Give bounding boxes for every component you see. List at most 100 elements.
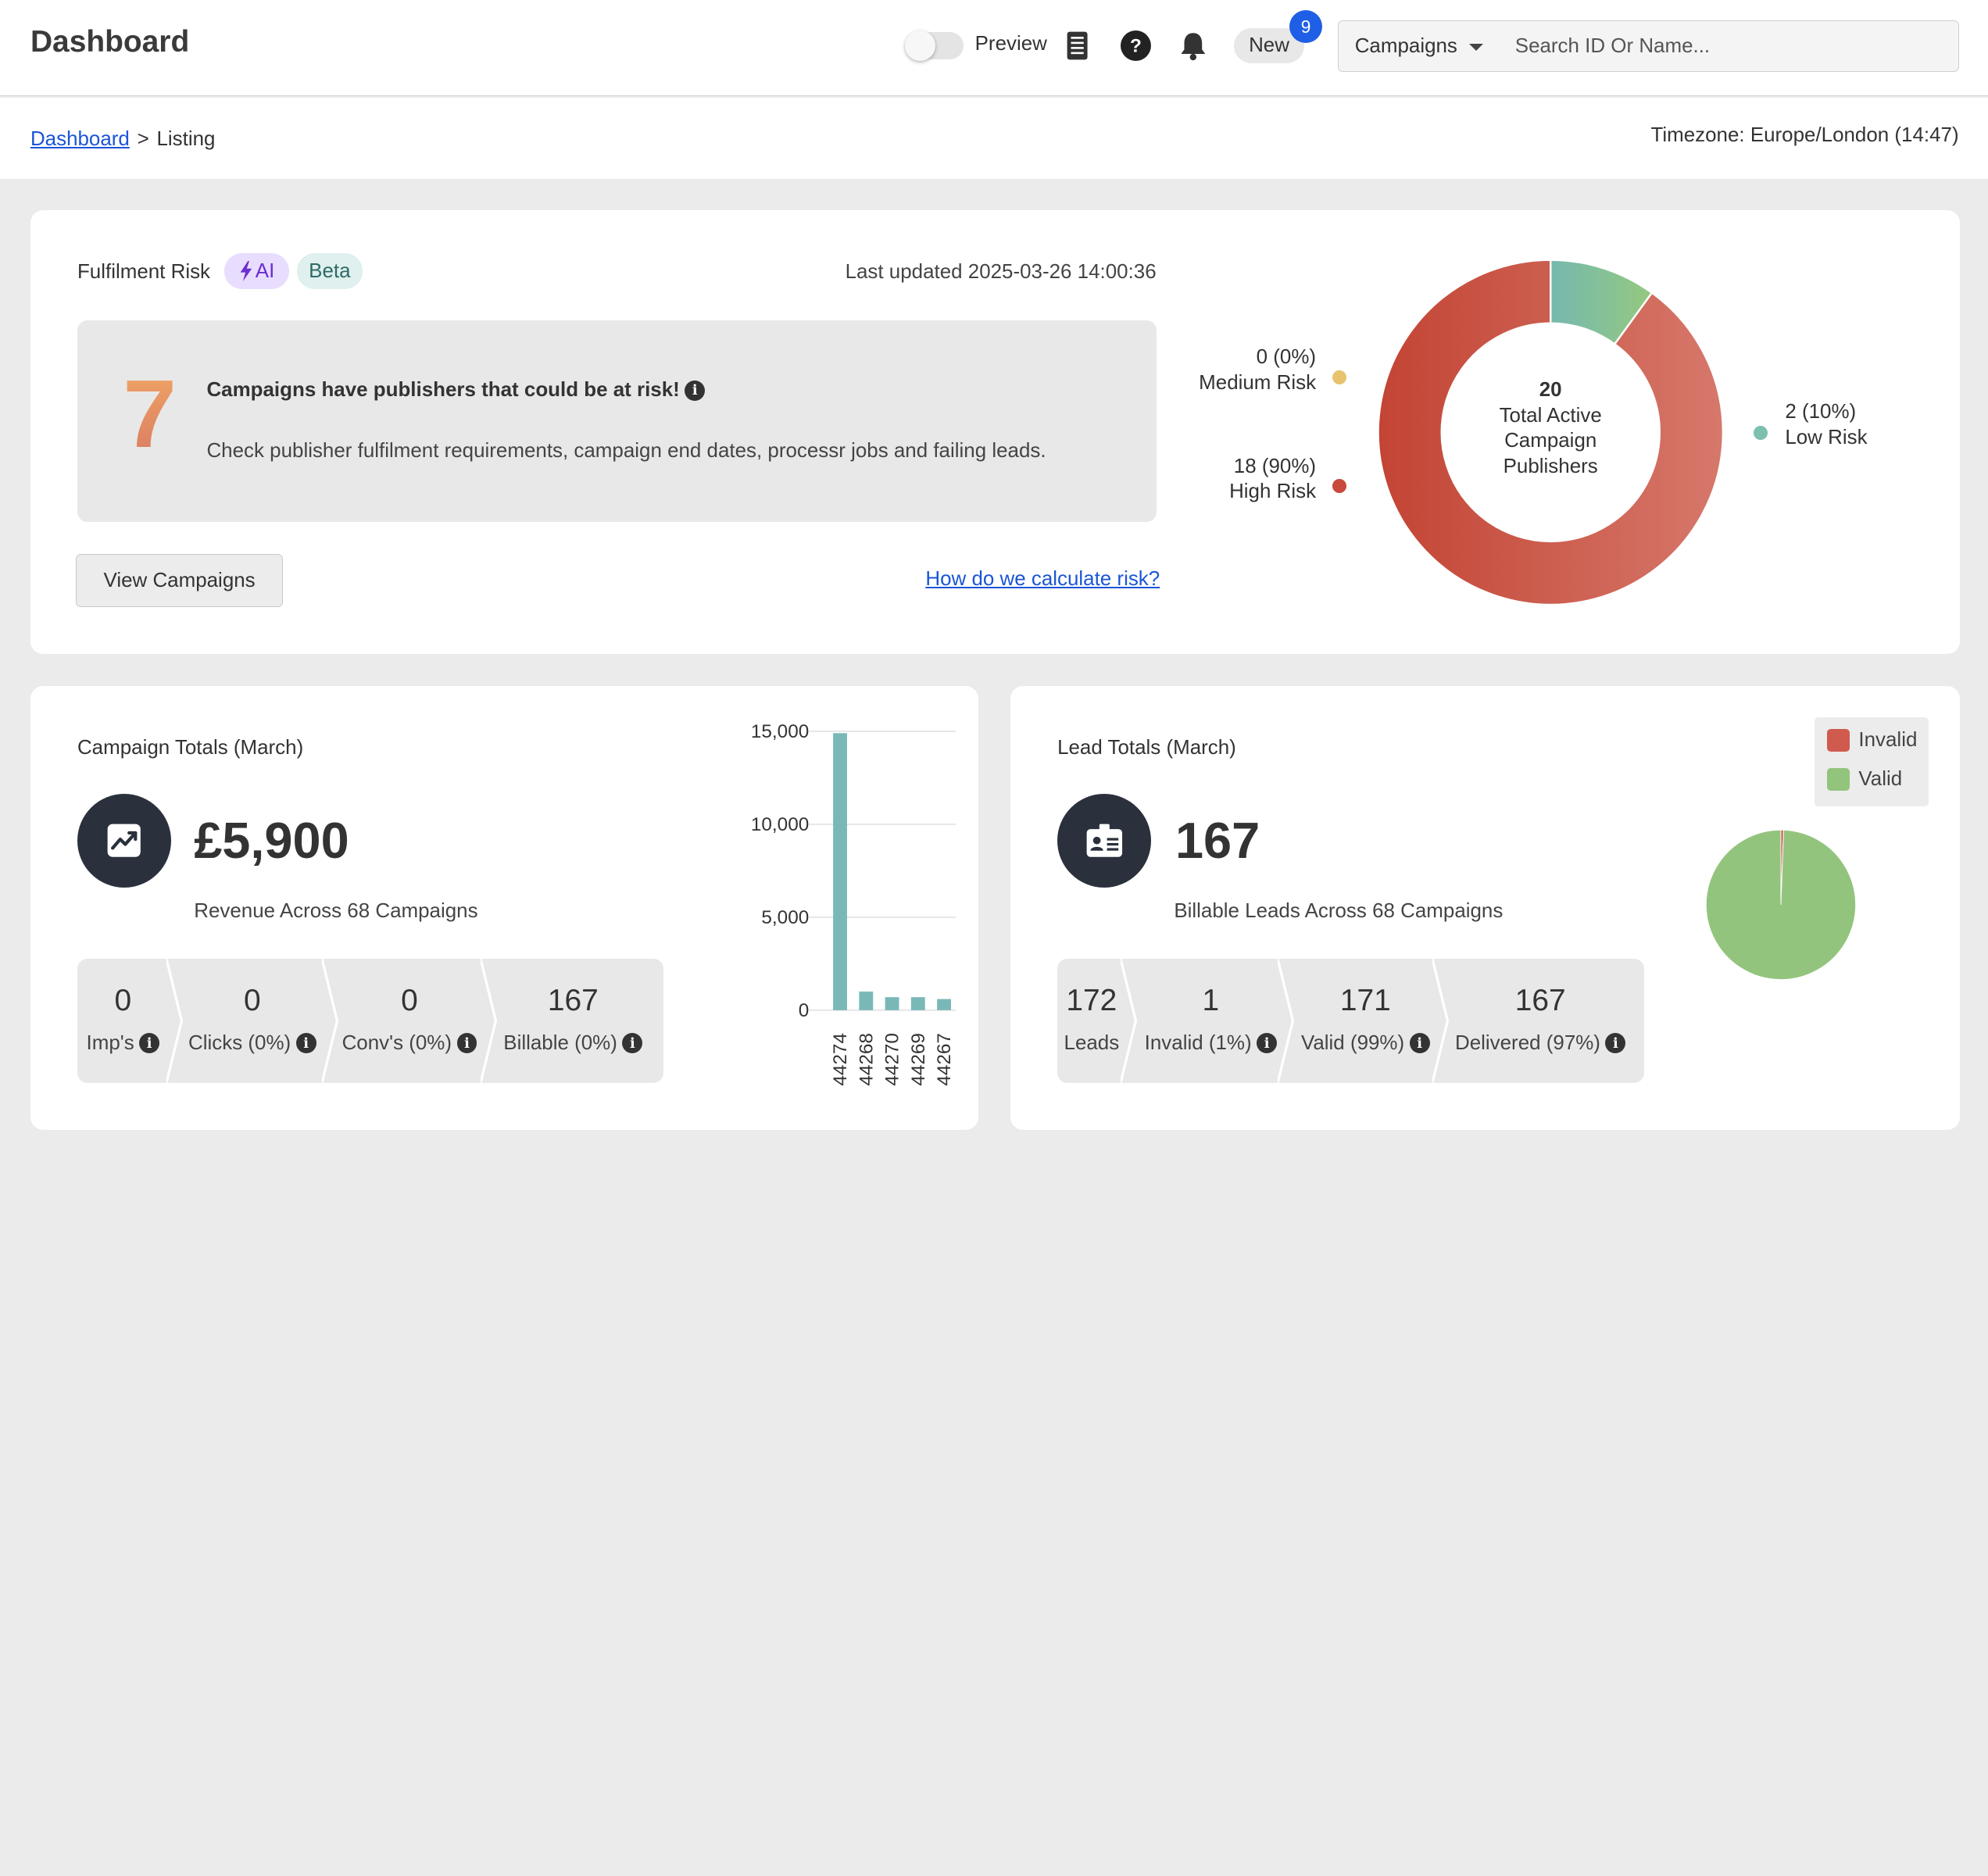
legend-valid-label: Valid xyxy=(1858,768,1903,791)
stat-billable: 167 Billable (0%) i xyxy=(488,959,658,1083)
legend-invalid[interactable]: Invalid xyxy=(1826,728,1918,752)
campaign-bar-chart: 15,000 10,000 5,000 0 44274 44268 44270 44269 44… xyxy=(751,721,956,1086)
top-bar: Dashboard Preview ? New 9 xyxy=(0,0,1988,97)
x-tick-label: 44267 xyxy=(934,1033,955,1086)
stat-billable-value: 167 xyxy=(547,983,599,1017)
at-risk-count: 7 xyxy=(123,359,177,468)
legend-dot-high xyxy=(1332,479,1346,494)
help-icon[interactable]: ? xyxy=(1121,30,1152,61)
legend-swatch-valid xyxy=(1826,768,1850,791)
info-icon[interactable]: i xyxy=(1409,1033,1430,1054)
info-icon[interactable]: i xyxy=(1605,1033,1626,1054)
campaign-stats-strip: 0 Imp's i 0 Clicks (0%) i 0 Conv's (0%) i 1… xyxy=(77,958,663,1083)
stat-invalid-label: Invalid (1%) i xyxy=(1131,1032,1290,1055)
billable-leads-value: 167 xyxy=(1175,812,1260,870)
search-type-value: Campaigns xyxy=(1354,34,1457,57)
info-icon[interactable]: i xyxy=(456,1033,477,1054)
breadcrumb: Dashboard > Listing xyxy=(30,128,216,151)
y-tick-label: 5,000 xyxy=(761,907,809,928)
lead-totals-card: Lead Totals (March) 167 Billable Leads A… xyxy=(1010,685,1961,1130)
breadcrumb-bar: Dashboard > Listing Timezone: Europe/Londo… xyxy=(0,97,1988,179)
legend-medium-risk: 0 (0%) Medium Risk xyxy=(1199,345,1316,395)
toggle-knob xyxy=(905,30,936,61)
lightning-icon xyxy=(240,261,252,282)
stat-impressions-text: Imp's xyxy=(86,1031,134,1054)
search-input[interactable] xyxy=(1500,20,1959,73)
x-tick-label: 44270 xyxy=(881,1033,903,1086)
donut-caption-3: Publishers xyxy=(1503,455,1598,477)
chevron-down-icon xyxy=(1468,44,1483,51)
ai-badge-label: AI xyxy=(255,259,275,282)
stat-delivered: 167 Delivered (97%) i xyxy=(1446,959,1636,1083)
step-divider xyxy=(1432,958,1450,1083)
bar-44269[interactable] xyxy=(910,997,925,1011)
donut-total: 20 xyxy=(1539,379,1562,402)
legend-high-label: High Risk xyxy=(1229,481,1317,503)
stat-conversions: 0 Conv's (0%) i xyxy=(331,959,488,1083)
donut-caption-2: Campaign xyxy=(1504,430,1597,452)
legend-medium-value: 0 (0%) xyxy=(1256,346,1317,369)
calculate-risk-link[interactable]: How do we calculate risk? xyxy=(925,567,1160,590)
legend-valid[interactable]: Valid xyxy=(1826,768,1903,791)
preview-label: Preview xyxy=(974,33,1047,55)
pie-slice-valid[interactable] xyxy=(1706,830,1857,981)
legend-dot-low xyxy=(1753,426,1768,440)
revenue-caption: Revenue Across 68 Campaigns xyxy=(194,899,478,922)
step-divider xyxy=(322,958,339,1083)
info-icon[interactable]: i xyxy=(139,1033,160,1054)
legend-medium-label: Medium Risk xyxy=(1199,371,1317,394)
view-campaigns-button[interactable]: View Campaigns xyxy=(76,553,283,608)
donut-caption-1: Total Active xyxy=(1499,404,1602,427)
stat-impressions: 0 Imp's i xyxy=(77,959,169,1083)
stat-clicks-text: Clicks (0%) xyxy=(188,1031,291,1054)
stat-invalid: 1 Invalid (1%) i xyxy=(1131,959,1290,1083)
stat-delivered-text: Delivered (97%) xyxy=(1454,1031,1600,1054)
preview-toggle[interactable] xyxy=(905,30,964,61)
bar-44268[interactable] xyxy=(859,992,874,1011)
info-icon[interactable]: i xyxy=(295,1033,316,1054)
bar-44267[interactable] xyxy=(936,999,951,1011)
info-icon[interactable]: i xyxy=(622,1033,643,1054)
x-tick-label: 44268 xyxy=(856,1033,877,1086)
bar-44274[interactable] xyxy=(832,733,847,1011)
breadcrumb-dashboard-link[interactable]: Dashboard xyxy=(30,127,130,150)
id-card-icon xyxy=(1057,793,1152,888)
legend-high-value: 18 (90%) xyxy=(1233,455,1317,477)
document-icon[interactable] xyxy=(1063,30,1093,61)
lead-stats-strip: 172 Leads 1 Invalid (1%) i 171 Valid (99%… xyxy=(1057,958,1645,1083)
new-count-badge: 9 xyxy=(1289,9,1323,44)
step-divider xyxy=(166,958,183,1083)
stat-clicks-label: Clicks (0%) i xyxy=(173,1032,331,1055)
risk-headline: Campaigns have publishers that could be … xyxy=(206,379,706,402)
legend-invalid-label: Invalid xyxy=(1858,728,1918,751)
search-type-select[interactable]: Campaigns xyxy=(1337,20,1501,73)
stat-conversions-text: Conv's (0%) xyxy=(341,1031,452,1054)
stat-clicks: 0 Clicks (0%) i xyxy=(173,959,331,1083)
donut-center-label: 20 Total Active Campaign Publishers xyxy=(1468,377,1633,479)
y-tick-label: 15,000 xyxy=(751,721,809,742)
stat-leads: 172 Leads xyxy=(1057,959,1126,1083)
y-tick-label: 10,000 xyxy=(751,814,809,835)
billable-leads-caption: Billable Leads Across 68 Campaigns xyxy=(1174,899,1504,922)
stat-valid-value: 171 xyxy=(1339,983,1391,1017)
risk-description: Check publisher fulfilment requirements,… xyxy=(206,439,1046,462)
info-icon[interactable]: i xyxy=(685,380,706,401)
bell-icon[interactable] xyxy=(1178,30,1208,61)
legend-low-label: Low Risk xyxy=(1785,426,1868,448)
campaign-totals-card: Campaign Totals (March) £5,900 Revenue A… xyxy=(30,685,979,1130)
info-icon[interactable]: i xyxy=(1257,1033,1278,1054)
legend-low-value: 2 (10%) xyxy=(1785,401,1857,423)
bar-44270[interactable] xyxy=(885,997,899,1011)
donut-slice-high-risk[interactable] xyxy=(1377,259,1725,606)
stat-impressions-value: 0 xyxy=(114,983,132,1017)
legend-low-risk: 2 (10%) Low Risk xyxy=(1785,399,1867,450)
stat-valid-label: Valid (99%) i xyxy=(1288,1032,1443,1055)
stat-invalid-value: 1 xyxy=(1202,983,1220,1017)
stat-invalid-text: Invalid (1%) xyxy=(1144,1031,1252,1054)
risk-summary-box: 7 Campaigns have publishers that could b… xyxy=(77,320,1157,523)
fulfilment-risk-card: Fulfilment Risk AI Beta Last updated 202… xyxy=(30,210,1961,655)
risk-title: Fulfilment Risk xyxy=(77,261,211,284)
campaign-totals-title: Campaign Totals (March) xyxy=(77,736,304,759)
lead-totals-title: Lead Totals (March) xyxy=(1057,736,1236,759)
risk-headline-text: Campaigns have publishers that could be … xyxy=(206,379,680,402)
